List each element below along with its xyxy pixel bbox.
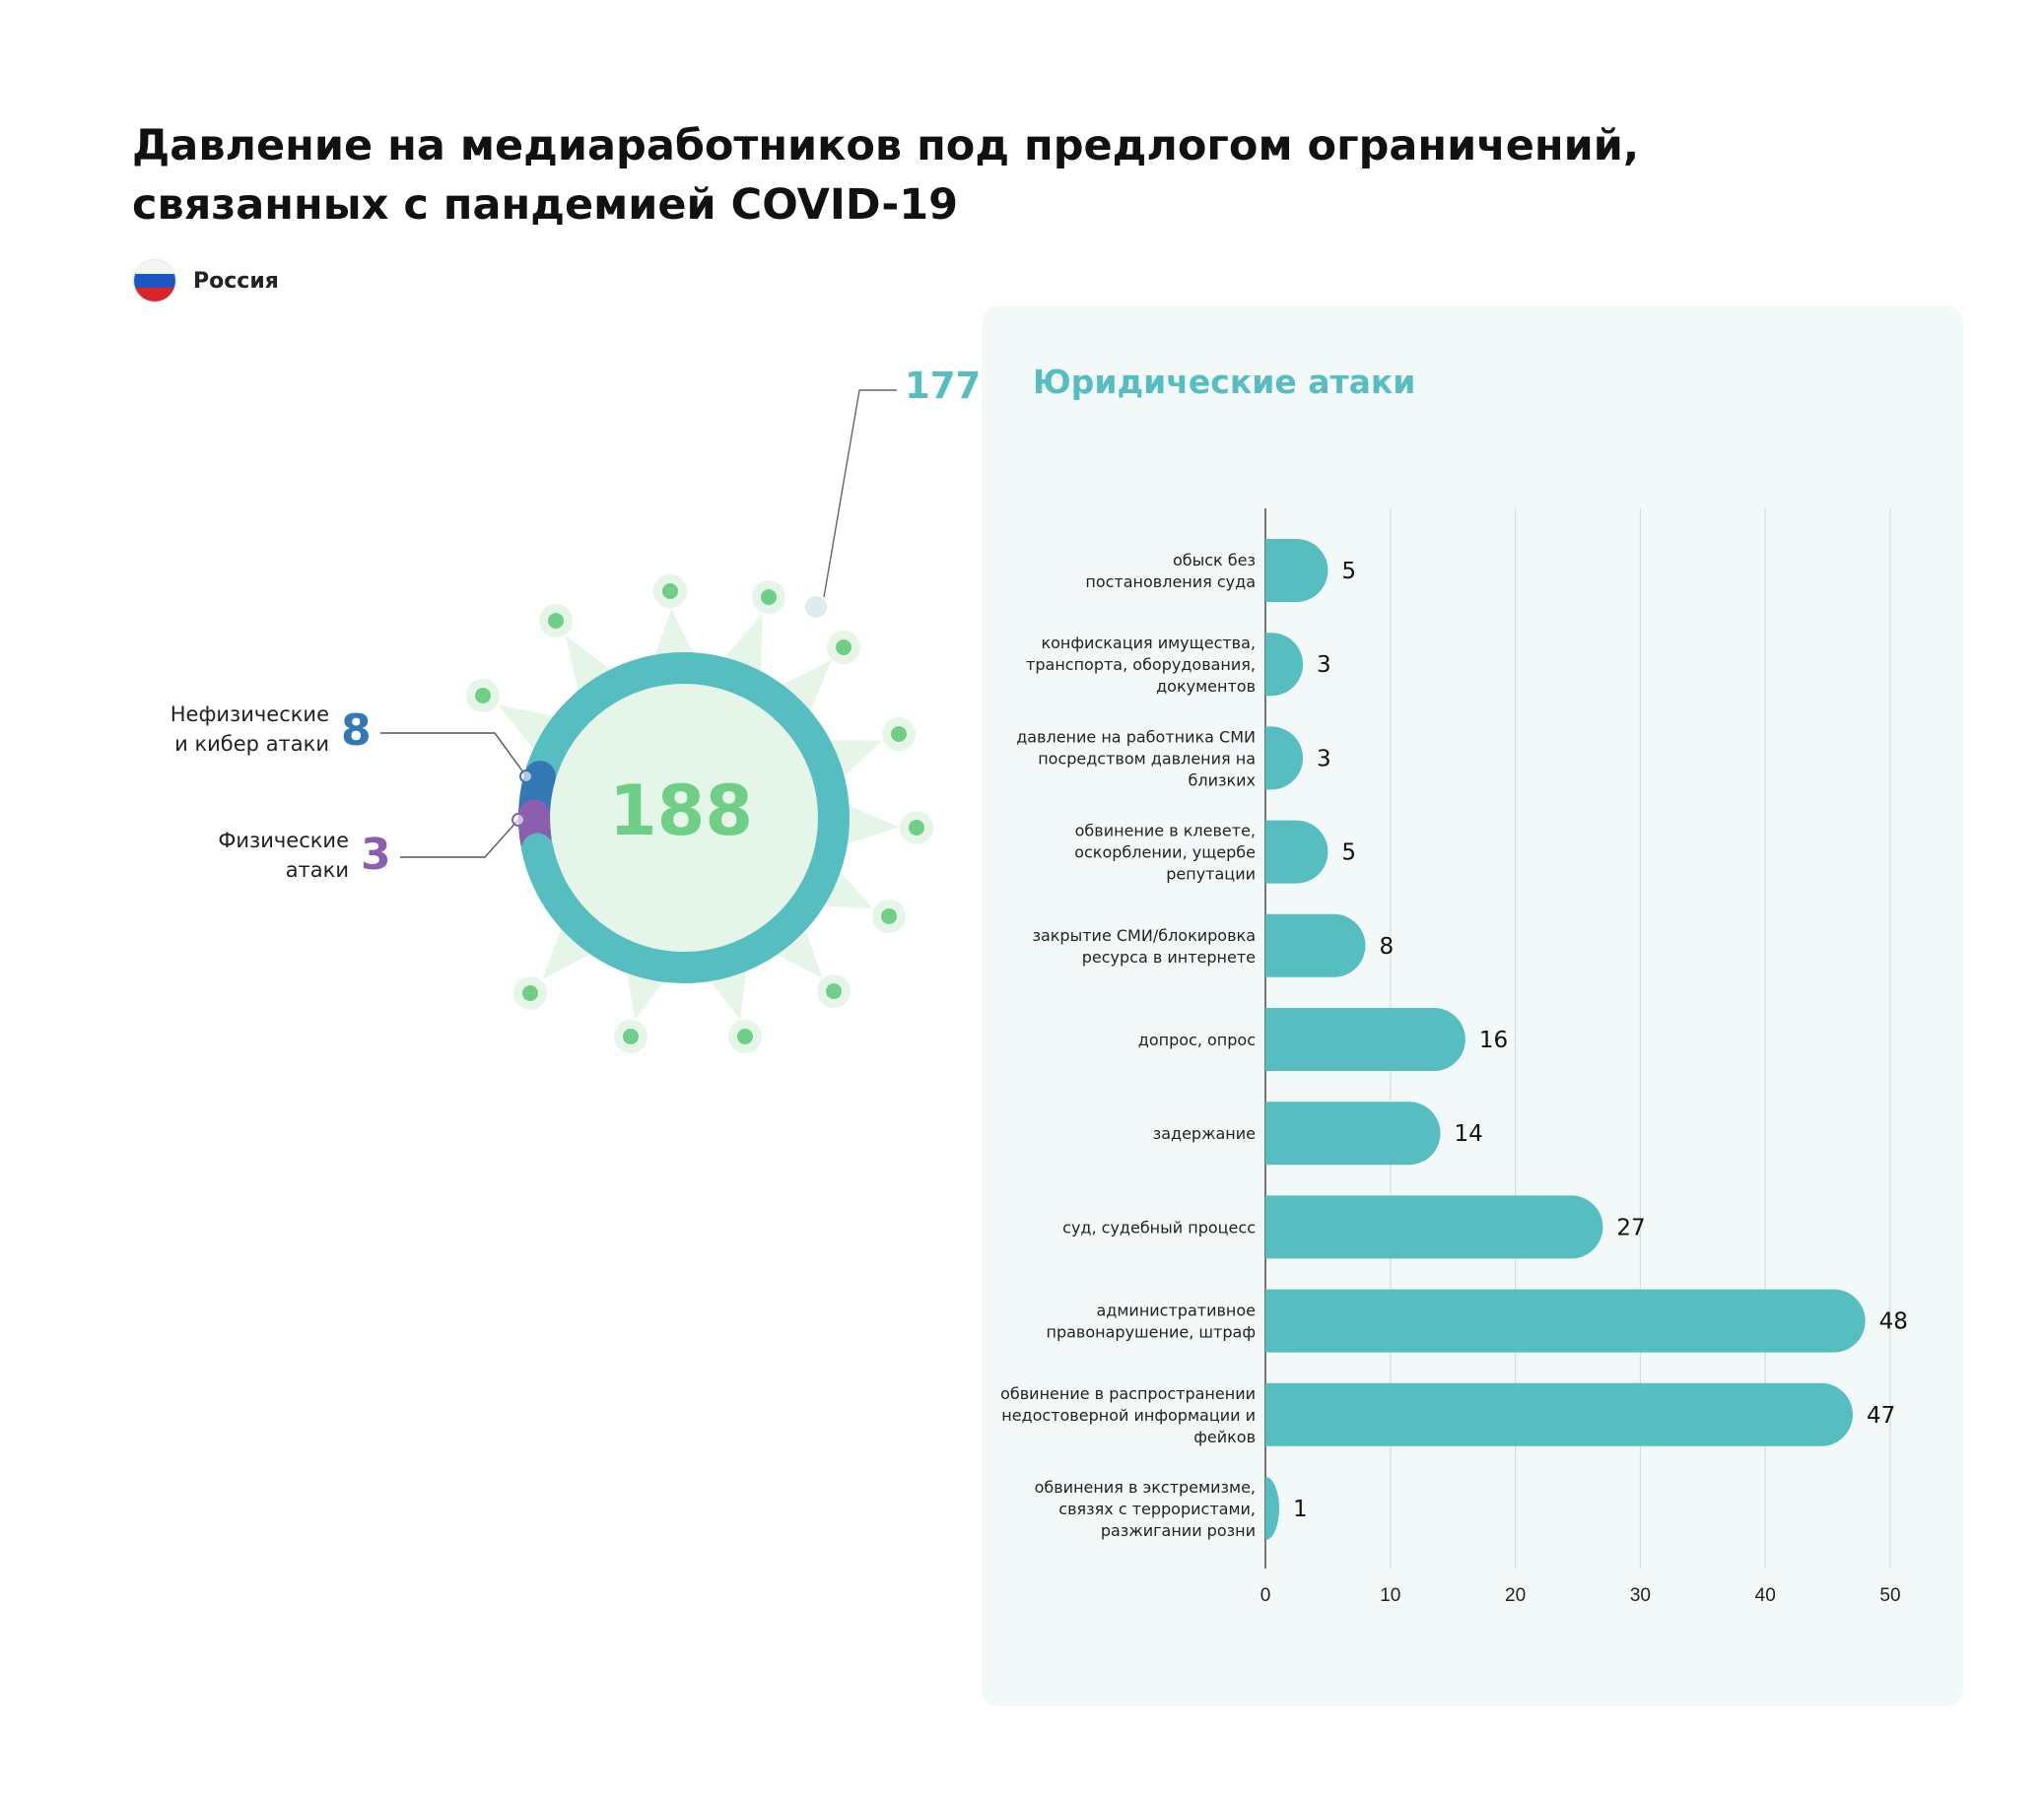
legal-attacks-panel bbox=[982, 305, 1963, 1706]
country-name: Россия bbox=[193, 268, 279, 294]
virus-spike-dot bbox=[623, 1029, 639, 1044]
virus-spike-dot bbox=[909, 820, 924, 836]
category-label: давление на работника СМИ посредством дав… bbox=[1016, 727, 1256, 789]
virus-spike-dot bbox=[826, 983, 842, 999]
legal-leader-line bbox=[823, 389, 897, 598]
virus-spike bbox=[776, 660, 832, 718]
bar-value-label: 5 bbox=[1341, 840, 1356, 866]
bar bbox=[1265, 1195, 1603, 1259]
bar-value-label: 14 bbox=[1455, 1121, 1483, 1147]
category-label: обвинение в клевете, оскорблении, ущербе р… bbox=[1074, 822, 1256, 884]
bar-value-label: 47 bbox=[1867, 1403, 1895, 1429]
virus-spike bbox=[840, 802, 900, 846]
bar bbox=[1265, 633, 1304, 697]
bar-value-label: 8 bbox=[1379, 934, 1394, 960]
category-label: конфискация имущества, транспорта, оборуд… bbox=[1026, 634, 1256, 696]
legal-ring-cap bbox=[521, 833, 562, 890]
legal-indicator-dot bbox=[805, 596, 827, 618]
category-label: суд, судебный процесс bbox=[1062, 1218, 1256, 1237]
total-count: 188 bbox=[608, 770, 754, 851]
bar bbox=[1265, 539, 1329, 602]
category-label: обыск без постановления суда bbox=[1085, 551, 1256, 591]
chart-title: Юридические атаки bbox=[1033, 363, 1416, 401]
category-label: задержание bbox=[1153, 1124, 1256, 1143]
country-tag: Россия bbox=[134, 260, 279, 301]
physical-leader-line bbox=[400, 819, 519, 858]
nonphysical-attacks-label: Нефизические и кибер атаки bbox=[170, 702, 329, 756]
virus-spike bbox=[770, 922, 823, 978]
virus-core bbox=[534, 668, 834, 968]
bar-value-label: 16 bbox=[1479, 1028, 1508, 1053]
x-tick-label: 0 bbox=[1260, 1585, 1271, 1606]
virus-spike-dot bbox=[548, 613, 564, 629]
bar bbox=[1265, 1008, 1465, 1071]
physical-attacks-label: Физические атаки bbox=[218, 829, 349, 882]
bar bbox=[1265, 1102, 1441, 1166]
title-line-2: связанных с пандемией COVID-19 bbox=[132, 180, 959, 230]
russia-flag-icon bbox=[134, 260, 175, 301]
bar bbox=[1265, 1289, 1866, 1353]
bar-value-label: 27 bbox=[1616, 1215, 1645, 1240]
virus-spike-dot bbox=[891, 726, 907, 742]
legal-attacks-count: 177 bbox=[905, 365, 982, 407]
bar-value-label: 3 bbox=[1317, 652, 1331, 678]
category-label: административное правонарушение, штраф bbox=[1047, 1302, 1257, 1342]
bar bbox=[1265, 820, 1329, 884]
category-label: допрос, опрос bbox=[1138, 1031, 1256, 1049]
page-title: Давление на медиаработников под предлого… bbox=[132, 116, 1807, 234]
bar-value-label: 1 bbox=[1293, 1497, 1308, 1522]
nonphysical-marker bbox=[519, 769, 533, 783]
virus-spike-dot bbox=[881, 908, 897, 924]
nonphysical-attacks-count: 8 bbox=[341, 705, 372, 756]
bar bbox=[1265, 1477, 1279, 1540]
virus-spike-dot bbox=[475, 688, 491, 703]
virus-spike bbox=[652, 608, 697, 662]
virus-spike-dot bbox=[662, 583, 678, 599]
virus-spike bbox=[541, 921, 597, 980]
x-tick-label: 50 bbox=[1879, 1585, 1900, 1606]
category-label: закрытие СМИ/блокировка ресурса в интерне… bbox=[1032, 926, 1256, 967]
bar-value-label: 5 bbox=[1341, 559, 1356, 584]
virus-spike-dot bbox=[522, 985, 538, 1001]
bar bbox=[1265, 1382, 1853, 1446]
physical-marker bbox=[511, 813, 525, 827]
virus-spike-dot bbox=[761, 589, 777, 605]
nonphysical-leader-line bbox=[380, 732, 527, 777]
title-line-1: Давление на медиаработников под предлого… bbox=[132, 121, 1640, 170]
bar bbox=[1265, 913, 1366, 977]
x-tick-label: 30 bbox=[1630, 1585, 1651, 1606]
x-tick-label: 40 bbox=[1755, 1585, 1776, 1606]
physical-attacks-count: 3 bbox=[361, 830, 391, 880]
x-tick-label: 20 bbox=[1505, 1585, 1526, 1606]
virus-spike-dot bbox=[737, 1029, 753, 1044]
category-label: обвинения в экстремизме, связях с террори… bbox=[1035, 1478, 1256, 1540]
category-label: обвинение в распространении недостоверной… bbox=[1000, 1384, 1256, 1446]
x-tick-label: 10 bbox=[1380, 1585, 1400, 1606]
bar bbox=[1265, 726, 1304, 790]
bar-value-label: 48 bbox=[1879, 1309, 1908, 1335]
bar-value-label: 3 bbox=[1317, 746, 1331, 771]
virus-spike-dot bbox=[836, 639, 852, 655]
